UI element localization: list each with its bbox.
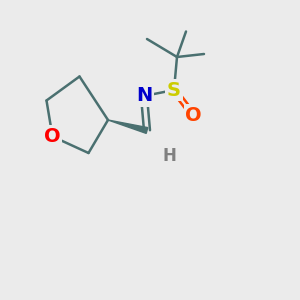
Text: O: O (44, 127, 61, 146)
Polygon shape (108, 120, 148, 134)
Text: S: S (167, 80, 181, 100)
Text: N: N (136, 86, 152, 106)
Text: H: H (163, 147, 176, 165)
Text: O: O (185, 106, 202, 125)
